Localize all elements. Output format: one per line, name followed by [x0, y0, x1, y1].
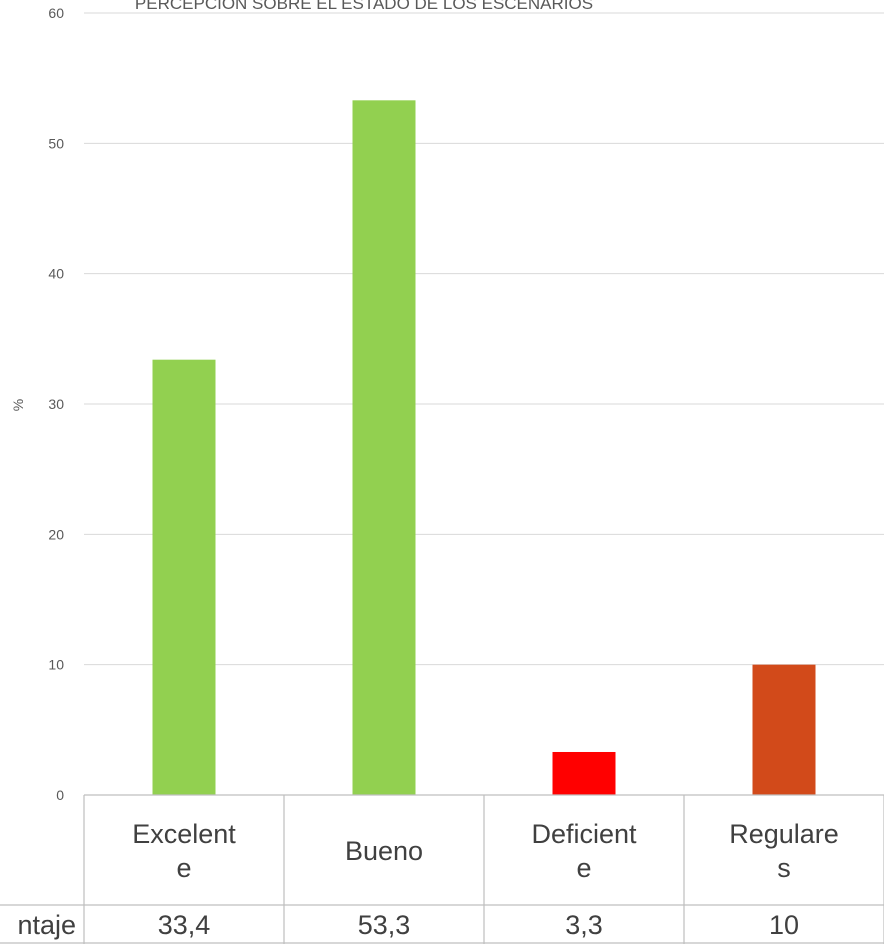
y-axis-label: % [10, 399, 26, 411]
table-row-label: ntaje [17, 910, 76, 940]
category-label: Deficient [531, 819, 637, 849]
y-tick-label: 30 [48, 396, 64, 412]
category-label: e [576, 853, 591, 883]
bar [752, 664, 816, 795]
y-tick-label: 50 [48, 135, 64, 151]
bar [352, 100, 416, 795]
y-tick-label: 20 [48, 526, 64, 542]
y-tick-label: 40 [48, 266, 64, 282]
bar [152, 359, 216, 795]
value-cell: 10 [769, 910, 799, 940]
value-cell: 3,3 [565, 910, 603, 940]
y-tick-labels: 0 10 20 30 40 50 60 [48, 5, 64, 803]
value-cell: 53,3 [358, 910, 411, 940]
chart-title: PERCEPCIÓN SOBRE EL ESTADO DE LOS ESCENA… [135, 0, 593, 13]
category-label: Excelent [132, 819, 236, 849]
gridlines [84, 12, 884, 666]
y-tick-label: 60 [48, 5, 64, 21]
bars [152, 100, 816, 795]
y-tick-label: 10 [48, 657, 64, 673]
category-label: Bueno [345, 836, 423, 866]
value-cell: 33,4 [158, 910, 211, 940]
category-label: e [176, 853, 191, 883]
y-tick-label: 0 [56, 787, 64, 803]
category-label: s [777, 853, 791, 883]
bar [552, 751, 616, 795]
data-table: Excelent e Bueno Deficient e Regulare s ntaje 33… [0, 794, 884, 944]
category-label: Regulare [729, 819, 839, 849]
